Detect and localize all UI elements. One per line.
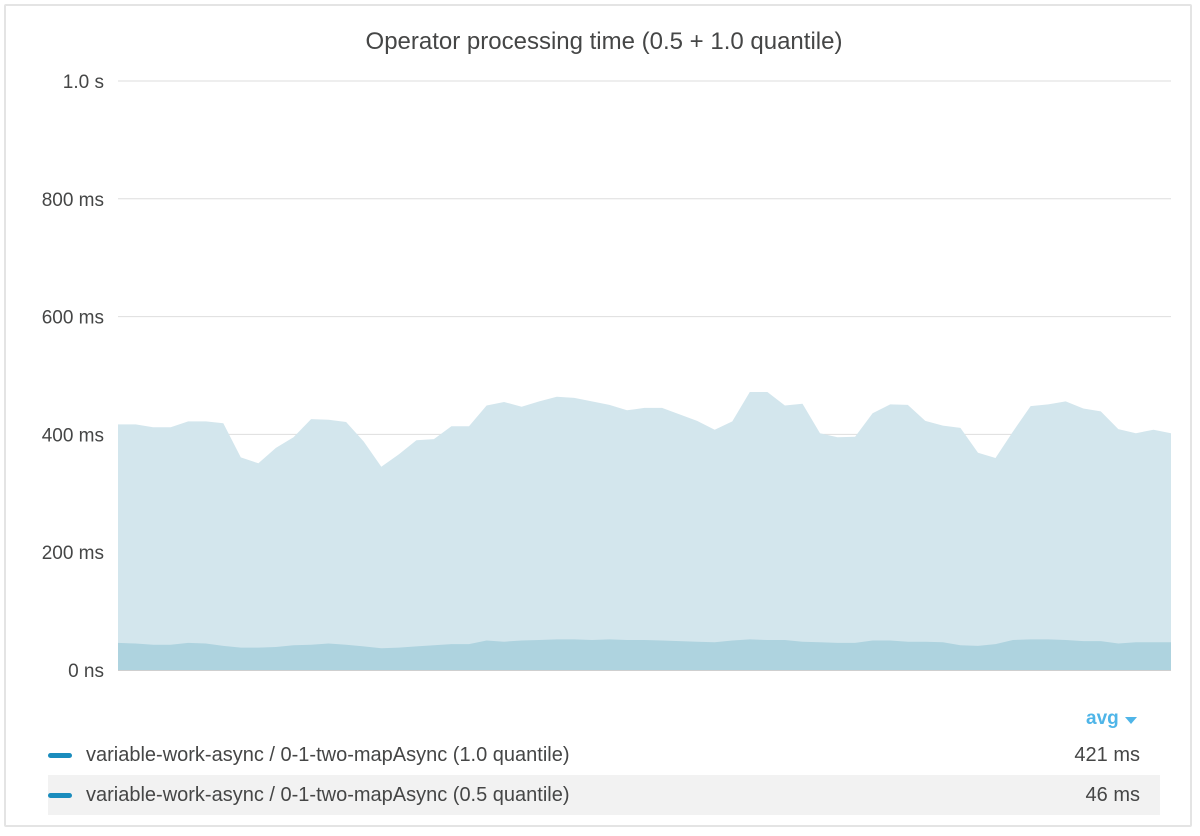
series-area-q100 xyxy=(118,392,1171,670)
caret-down-icon xyxy=(1124,716,1137,724)
series-color-swatch xyxy=(48,752,72,758)
aggregation-dropdown[interactable]: avg xyxy=(1086,708,1137,730)
legend: variable-work-async / 0-1-two-mapAsync (… xyxy=(48,735,1160,815)
legend-item-value: 421 ms xyxy=(1074,743,1140,766)
legend-item[interactable]: variable-work-async / 0-1-two-mapAsync (… xyxy=(48,775,1160,815)
y-axis-ticks: 0 ns 200 ms 400 ms 600 ms 800 ms 1.0 s xyxy=(42,72,104,682)
chart-plot: 0 ns 200 ms 400 ms 600 ms 800 ms 1.0 s xyxy=(42,72,1171,682)
y-tick-label: 600 ms xyxy=(42,308,104,329)
series-areas xyxy=(118,392,1171,670)
series-color-swatch xyxy=(48,792,72,798)
aggregation-label: avg xyxy=(1086,708,1119,729)
chart-panel: Operator processing time (0.5 + 1.0 quan… xyxy=(4,4,1192,827)
legend-item-value: 46 ms xyxy=(1085,783,1140,806)
y-tick-label: 1.0 s xyxy=(63,72,104,93)
y-tick-label: 200 ms xyxy=(42,543,104,564)
series-area-q50 xyxy=(118,639,1171,670)
legend-item[interactable]: variable-work-async / 0-1-two-mapAsync (… xyxy=(48,735,1160,775)
y-tick-label: 0 ns xyxy=(68,661,104,682)
y-tick-label: 800 ms xyxy=(42,190,104,211)
legend-item-label: variable-work-async / 0-1-two-mapAsync (… xyxy=(86,743,570,766)
legend-item-label: variable-work-async / 0-1-two-mapAsync (… xyxy=(86,783,570,806)
y-tick-label: 400 ms xyxy=(42,425,104,446)
chart-title: Operator processing time (0.5 + 1.0 quan… xyxy=(365,28,843,55)
